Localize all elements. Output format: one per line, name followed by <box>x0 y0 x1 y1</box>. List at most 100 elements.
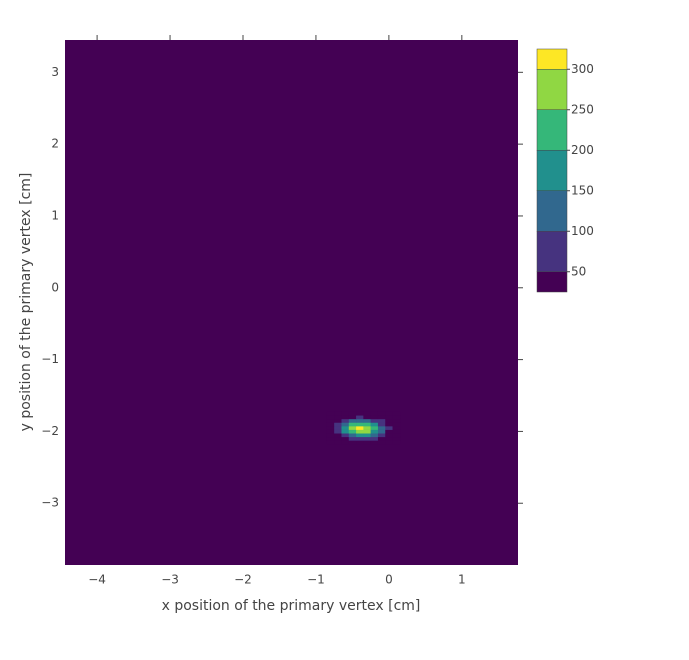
plot-background <box>65 40 518 565</box>
colorbar-tick-label: 250 <box>571 102 594 116</box>
contour-cell <box>334 440 342 445</box>
contour-cell <box>341 436 350 441</box>
contour-cell <box>392 411 401 416</box>
contour-cell <box>326 440 335 445</box>
contour-cell <box>392 436 401 441</box>
contour-cell <box>341 426 350 430</box>
contour-cell <box>370 440 379 445</box>
contour-cell <box>363 411 371 416</box>
contour-cell <box>363 415 371 420</box>
contour-cell <box>392 422 401 427</box>
contour-cell <box>363 436 371 441</box>
colorbar-band <box>536 109 568 151</box>
contour-cell <box>377 440 386 445</box>
y-tick-label: 2 <box>51 137 59 151</box>
contour-cell <box>370 429 379 434</box>
contour-cell <box>385 426 393 430</box>
contour-cell <box>363 418 371 423</box>
contour-cell <box>356 429 364 434</box>
contour-cell <box>326 429 335 434</box>
contour-cell <box>385 422 393 427</box>
contour-cell <box>334 422 342 427</box>
colorbar-band <box>536 190 568 232</box>
colorbar-band <box>536 271 568 293</box>
x-tick-label: −1 <box>307 573 325 587</box>
contour-cell <box>363 433 371 438</box>
contour-cell <box>341 429 350 434</box>
contour-cell <box>341 411 350 416</box>
x-tick-label: 0 <box>385 573 393 587</box>
contour-cell <box>377 426 386 430</box>
contour-cell <box>377 418 386 423</box>
contour-cell <box>341 415 350 420</box>
contour-cell <box>356 440 364 445</box>
colorbar-band <box>536 48 568 70</box>
contour-cell <box>356 433 364 438</box>
contour-cell <box>341 440 350 445</box>
contour-cell <box>334 436 342 441</box>
contour-cell <box>326 436 335 441</box>
y-axis-title: y position of the primary vertex [cm] <box>18 173 34 432</box>
contour-cell <box>326 415 335 420</box>
contour-cell <box>392 415 401 420</box>
contour-cell <box>348 436 357 441</box>
colorbar-band <box>536 231 568 272</box>
y-tick-label: 0 <box>51 280 59 294</box>
contour-cell <box>363 429 371 434</box>
contour-cell <box>356 411 364 416</box>
contour-cell <box>392 440 401 445</box>
contour-cell <box>385 436 393 441</box>
colorbar-tick-label: 100 <box>571 224 594 238</box>
y-tick-label: 3 <box>51 65 59 79</box>
contour-cell <box>363 426 371 430</box>
contour-cell <box>356 436 364 441</box>
contour-cell <box>385 433 393 438</box>
contour-cell <box>334 429 342 434</box>
x-tick-label: 1 <box>458 573 466 587</box>
contour-cell <box>348 426 357 430</box>
contour-cell <box>377 411 386 416</box>
contour-cell <box>370 436 379 441</box>
contour-cell <box>385 440 393 445</box>
contour-cell <box>377 429 386 434</box>
contour-cell <box>377 436 386 441</box>
contour-cell <box>385 411 393 416</box>
contour-cell <box>377 415 386 420</box>
contour-cell <box>370 433 379 438</box>
contour-cell <box>334 418 342 423</box>
contour-cell <box>392 429 401 434</box>
contour-cell <box>370 422 379 427</box>
contour-cell <box>385 415 393 420</box>
colorbar-tick-label: 150 <box>571 183 594 197</box>
contour-cell <box>348 422 357 427</box>
contour-cell <box>326 433 335 438</box>
colorbar-tick-label: 300 <box>571 62 594 76</box>
x-axis-title: x position of the primary vertex [cm] <box>162 598 421 614</box>
contour-cell <box>356 418 364 423</box>
contour-cell <box>348 418 357 423</box>
y-tick-label: −2 <box>41 424 59 438</box>
contour-cell <box>348 415 357 420</box>
colorbar-band <box>536 150 568 191</box>
contour-cell <box>385 429 393 434</box>
contour-cell <box>392 418 401 423</box>
contour-cell <box>356 426 364 430</box>
contour-cell <box>385 418 393 423</box>
y-tick-label: −1 <box>41 352 59 366</box>
contour-cell <box>326 422 335 427</box>
x-tick-label: −3 <box>161 573 179 587</box>
contour-cell <box>326 426 335 430</box>
contour-cell <box>370 411 379 416</box>
contour-cell <box>370 426 379 430</box>
contour-cell <box>341 418 350 423</box>
contour-cell <box>348 440 357 445</box>
contour-cell <box>334 426 342 430</box>
colorbar-band <box>536 69 568 110</box>
contour-cell <box>370 415 379 420</box>
contour-cell <box>326 411 335 416</box>
x-tick-label: −2 <box>234 573 252 587</box>
contour-cell <box>363 422 371 427</box>
contour-cell <box>363 440 371 445</box>
y-tick-label: −3 <box>41 496 59 510</box>
contour-cell <box>341 422 350 427</box>
